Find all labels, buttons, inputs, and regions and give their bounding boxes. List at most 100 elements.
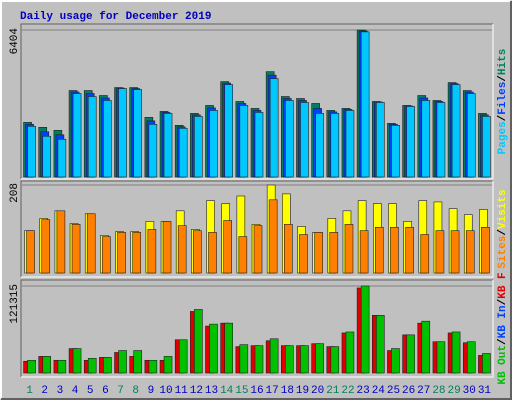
bar: [315, 113, 324, 178]
bar: [360, 285, 370, 374]
bar: [118, 350, 127, 374]
bar: [87, 358, 97, 374]
bar: [450, 230, 460, 274]
bar: [194, 116, 203, 178]
x-tick-label: 22: [341, 385, 354, 397]
bar: [56, 210, 66, 274]
legend-separator: /: [497, 229, 509, 236]
bar: [163, 113, 173, 178]
x-tick-label: 10: [159, 385, 172, 397]
bar: [239, 105, 249, 178]
panel-edge: [21, 280, 494, 378]
panel-edge: [20, 23, 493, 179]
legend-entry: Pages: [497, 121, 509, 154]
bar: [300, 345, 309, 374]
bar: [239, 344, 249, 374]
x-tick-label: 17: [266, 385, 279, 397]
x-tick-label: 26: [402, 385, 415, 397]
bar: [209, 110, 218, 178]
panel-edge: [20, 279, 493, 377]
bar: [374, 227, 384, 274]
legend: KB Out/KB In/KB F: [497, 272, 509, 384]
x-tick-label: 25: [387, 385, 400, 397]
legend-entry: Files: [497, 82, 509, 115]
bar: [147, 229, 157, 274]
bar: [330, 113, 340, 178]
bar: [481, 227, 490, 274]
bar: [345, 110, 355, 178]
bar: [223, 220, 232, 274]
x-tick-label: 1: [26, 385, 33, 397]
bar: [224, 322, 233, 374]
bar: [315, 343, 324, 374]
x-tick-label: 3: [57, 385, 64, 397]
x-tick-label: 23: [357, 385, 370, 397]
bar: [133, 350, 143, 374]
bar: [41, 219, 51, 274]
bar: [178, 127, 188, 178]
bar: [329, 232, 339, 274]
bar: [57, 359, 67, 374]
bar: [148, 359, 158, 374]
legend-separator: /: [497, 298, 509, 305]
legend-entry: Hits: [497, 49, 509, 75]
x-tick-label: 28: [432, 385, 445, 397]
bar: [117, 232, 126, 274]
bar: [406, 334, 415, 374]
bar: [465, 230, 475, 274]
bar: [405, 227, 414, 274]
bar: [194, 309, 203, 374]
legend-entry: KB In: [497, 305, 509, 338]
bar: [435, 230, 445, 274]
bar: [268, 199, 278, 274]
x-tick-label: 24: [372, 385, 386, 397]
bar: [451, 331, 461, 374]
x-tick-label: 16: [250, 385, 263, 397]
bar: [285, 100, 294, 178]
bar: [224, 84, 233, 178]
bar: [71, 224, 81, 274]
x-tick-label: 2: [41, 385, 48, 397]
x-tick-label: 11: [175, 385, 189, 397]
bar: [345, 331, 355, 374]
bar: [421, 100, 431, 178]
x-tick-label: 13: [205, 385, 218, 397]
x-tick-label: 9: [148, 385, 155, 397]
x-tick-label: 8: [132, 385, 139, 397]
bar: [72, 93, 82, 178]
bar: [86, 213, 96, 274]
y-tick-label: 208: [9, 183, 21, 203]
x-tick-label: 4: [72, 385, 79, 397]
x-tick-label: 20: [311, 385, 324, 397]
x-tick-label: 7: [117, 385, 124, 397]
x-tick-label: 14: [220, 385, 234, 397]
legend-entry: KB F: [497, 272, 509, 298]
panel-edge: [21, 24, 494, 180]
bar: [269, 78, 279, 178]
bar: [148, 124, 158, 178]
x-tick-label: 5: [87, 385, 94, 397]
y-tick-label: 6404: [9, 28, 21, 55]
bar: [314, 232, 323, 274]
bar: [284, 224, 293, 274]
bar: [360, 31, 370, 178]
bar: [300, 102, 309, 178]
bar: [132, 232, 142, 274]
x-tick-label: 12: [190, 385, 203, 397]
bar: [177, 225, 187, 274]
bar: [103, 357, 112, 374]
y-tick-label: 121315: [9, 284, 21, 324]
bar: [27, 359, 36, 374]
legend-entry: Visits: [497, 189, 509, 229]
legend-entry: Sites: [497, 236, 509, 269]
bar: [72, 348, 82, 374]
bar: [42, 356, 52, 374]
legend: Sites/Visits: [497, 189, 509, 268]
bar: [163, 356, 173, 374]
bar: [359, 230, 369, 274]
bar: [466, 341, 476, 374]
panel-edge: [21, 181, 494, 278]
x-tick-label: 27: [417, 385, 430, 397]
